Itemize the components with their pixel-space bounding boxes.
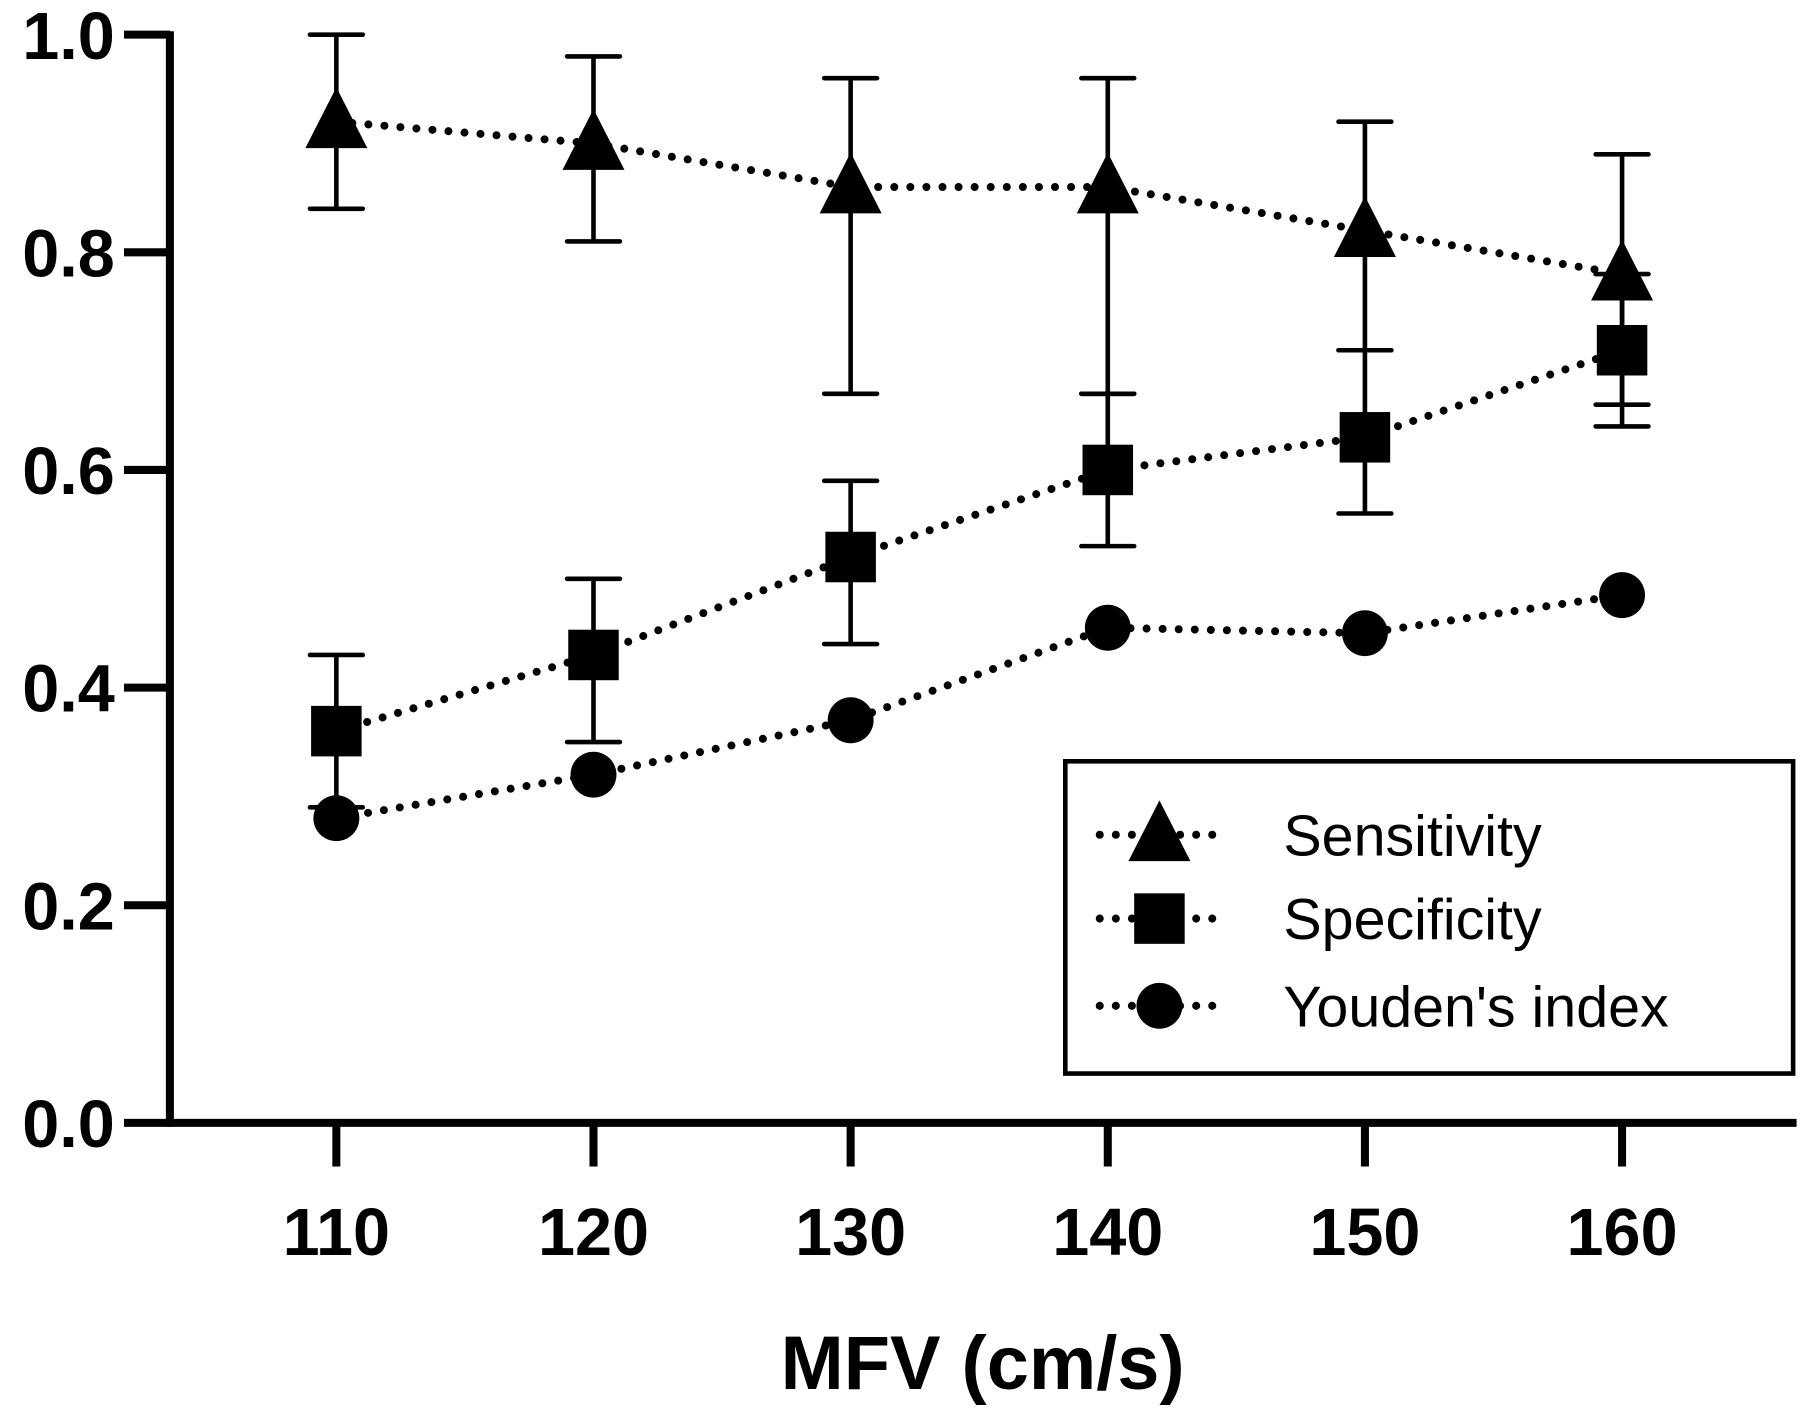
legend-box (1063, 759, 1796, 1076)
x-tick-label: 140 (1052, 1196, 1163, 1270)
data-point (1591, 239, 1654, 301)
y-tick-label: 0.8 (22, 217, 115, 291)
data-point (1333, 196, 1396, 257)
x-tick-label: 130 (795, 1196, 906, 1270)
plot-area (305, 32, 1654, 842)
legend-marker-square-icon (1134, 893, 1185, 944)
legend-label: Sensitivity (1283, 804, 1542, 868)
legend-label: Specificity (1283, 888, 1542, 952)
y-tick-label: 0.4 (22, 653, 115, 727)
legend: Sensitivity Specificity Youden's index (1063, 759, 1796, 1076)
y-tick-label: 1.0 (22, 0, 115, 74)
x-axis-label: MFV (cm/s) (781, 1321, 1185, 1406)
x-tick-label: 120 (538, 1196, 649, 1270)
data-point (311, 705, 362, 757)
legend-marker-circle-icon (1136, 982, 1183, 1029)
series-line (332, 117, 1627, 279)
y-tick-label: 0.0 (22, 1088, 115, 1162)
data-point (1599, 572, 1646, 619)
x-tick-label: 160 (1567, 1196, 1678, 1270)
data-point (819, 152, 882, 214)
x-tick-label: 110 (283, 1196, 390, 1270)
y-tick-label: 0.2 (22, 870, 115, 944)
y-tick-label: 0.6 (22, 435, 115, 509)
data-point (1339, 412, 1391, 463)
series-line (332, 591, 1627, 823)
data-point (825, 531, 876, 583)
x-tick-label: 150 (1309, 1196, 1420, 1270)
data-point (1596, 324, 1648, 376)
legend-item: Youden's index (1095, 975, 1669, 1039)
data-point (1084, 604, 1131, 651)
data-point (1341, 610, 1388, 657)
data-point (568, 629, 619, 681)
data-point (1082, 444, 1134, 496)
series-sensitivity (305, 32, 1654, 407)
legend-item: Specificity (1095, 888, 1542, 952)
axes: 0.0 0.2 0.4 0.6 0.8 1.0 110 120 130 140 150 160 (22, 0, 1797, 1270)
data-point (827, 697, 874, 744)
data-point (562, 109, 625, 170)
legend-label: Youden's index (1283, 975, 1669, 1039)
series-specificity (307, 271, 1651, 810)
data-point (1076, 152, 1139, 214)
legend-item: Sensitivity (1095, 800, 1542, 868)
data-point (313, 795, 360, 842)
series-line (332, 346, 1627, 736)
legend-marker-triangle-icon (1128, 800, 1191, 862)
series-youden-s-index (313, 572, 1646, 842)
data-point (305, 87, 368, 149)
data-point (570, 751, 617, 798)
